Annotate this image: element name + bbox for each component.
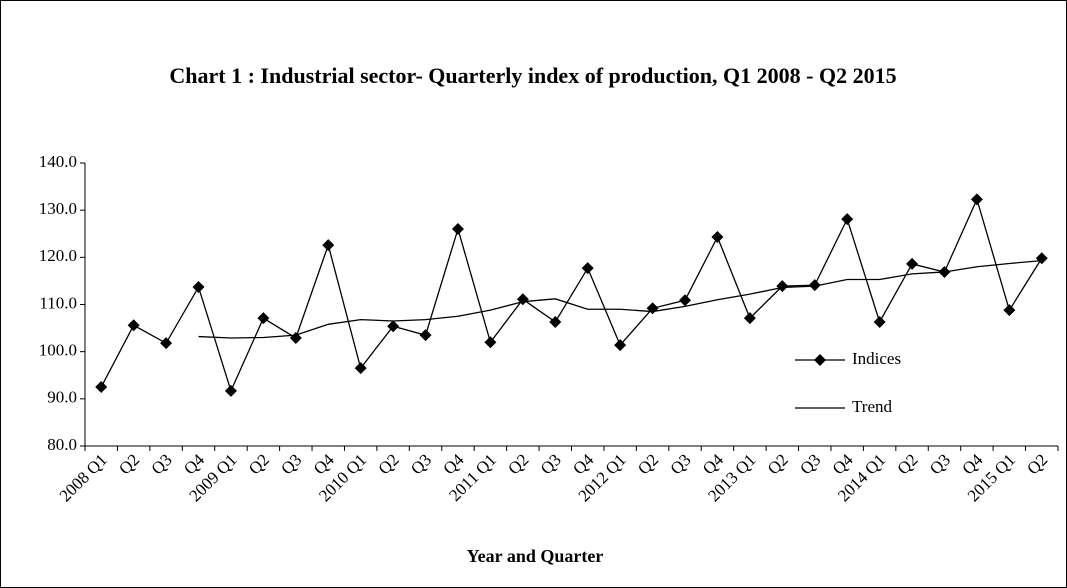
y-tick-label: 110.0	[39, 293, 77, 312]
marker	[224, 384, 237, 397]
legend-label: Trend	[852, 397, 892, 416]
y-tick-label: 100.0	[39, 341, 77, 360]
chart-title: Chart 1 : Industrial sector- Quarterly i…	[169, 63, 896, 88]
marker	[581, 262, 594, 275]
marker	[354, 362, 367, 375]
y-tick-label: 80.0	[47, 435, 77, 454]
marker	[549, 315, 562, 328]
marker	[743, 312, 756, 325]
marker	[322, 239, 335, 252]
marker	[970, 193, 983, 206]
marker	[127, 319, 140, 332]
y-tick-label: 140.0	[39, 152, 77, 171]
marker	[484, 336, 497, 349]
marker	[192, 281, 205, 294]
marker	[711, 231, 724, 244]
marker	[679, 294, 692, 307]
x-axis-title: Year and Quarter	[467, 546, 604, 566]
series-line	[198, 259, 1042, 339]
y-tick-label: 130.0	[39, 199, 77, 218]
series-line	[100, 197, 1043, 393]
marker	[257, 312, 270, 325]
marker	[451, 223, 464, 236]
marker	[95, 381, 108, 394]
marker	[776, 280, 789, 293]
y-tick-label: 90.0	[47, 388, 77, 407]
marker	[160, 337, 173, 350]
marker	[614, 339, 627, 352]
marker	[419, 329, 432, 342]
legend-marker	[814, 354, 826, 366]
marker	[841, 213, 854, 226]
marker	[906, 257, 919, 270]
marker	[873, 315, 886, 328]
marker	[387, 320, 400, 333]
marker	[1003, 304, 1016, 317]
y-tick-label: 120.0	[39, 246, 77, 265]
marker	[808, 279, 821, 292]
legend-label: Indices	[852, 349, 901, 368]
